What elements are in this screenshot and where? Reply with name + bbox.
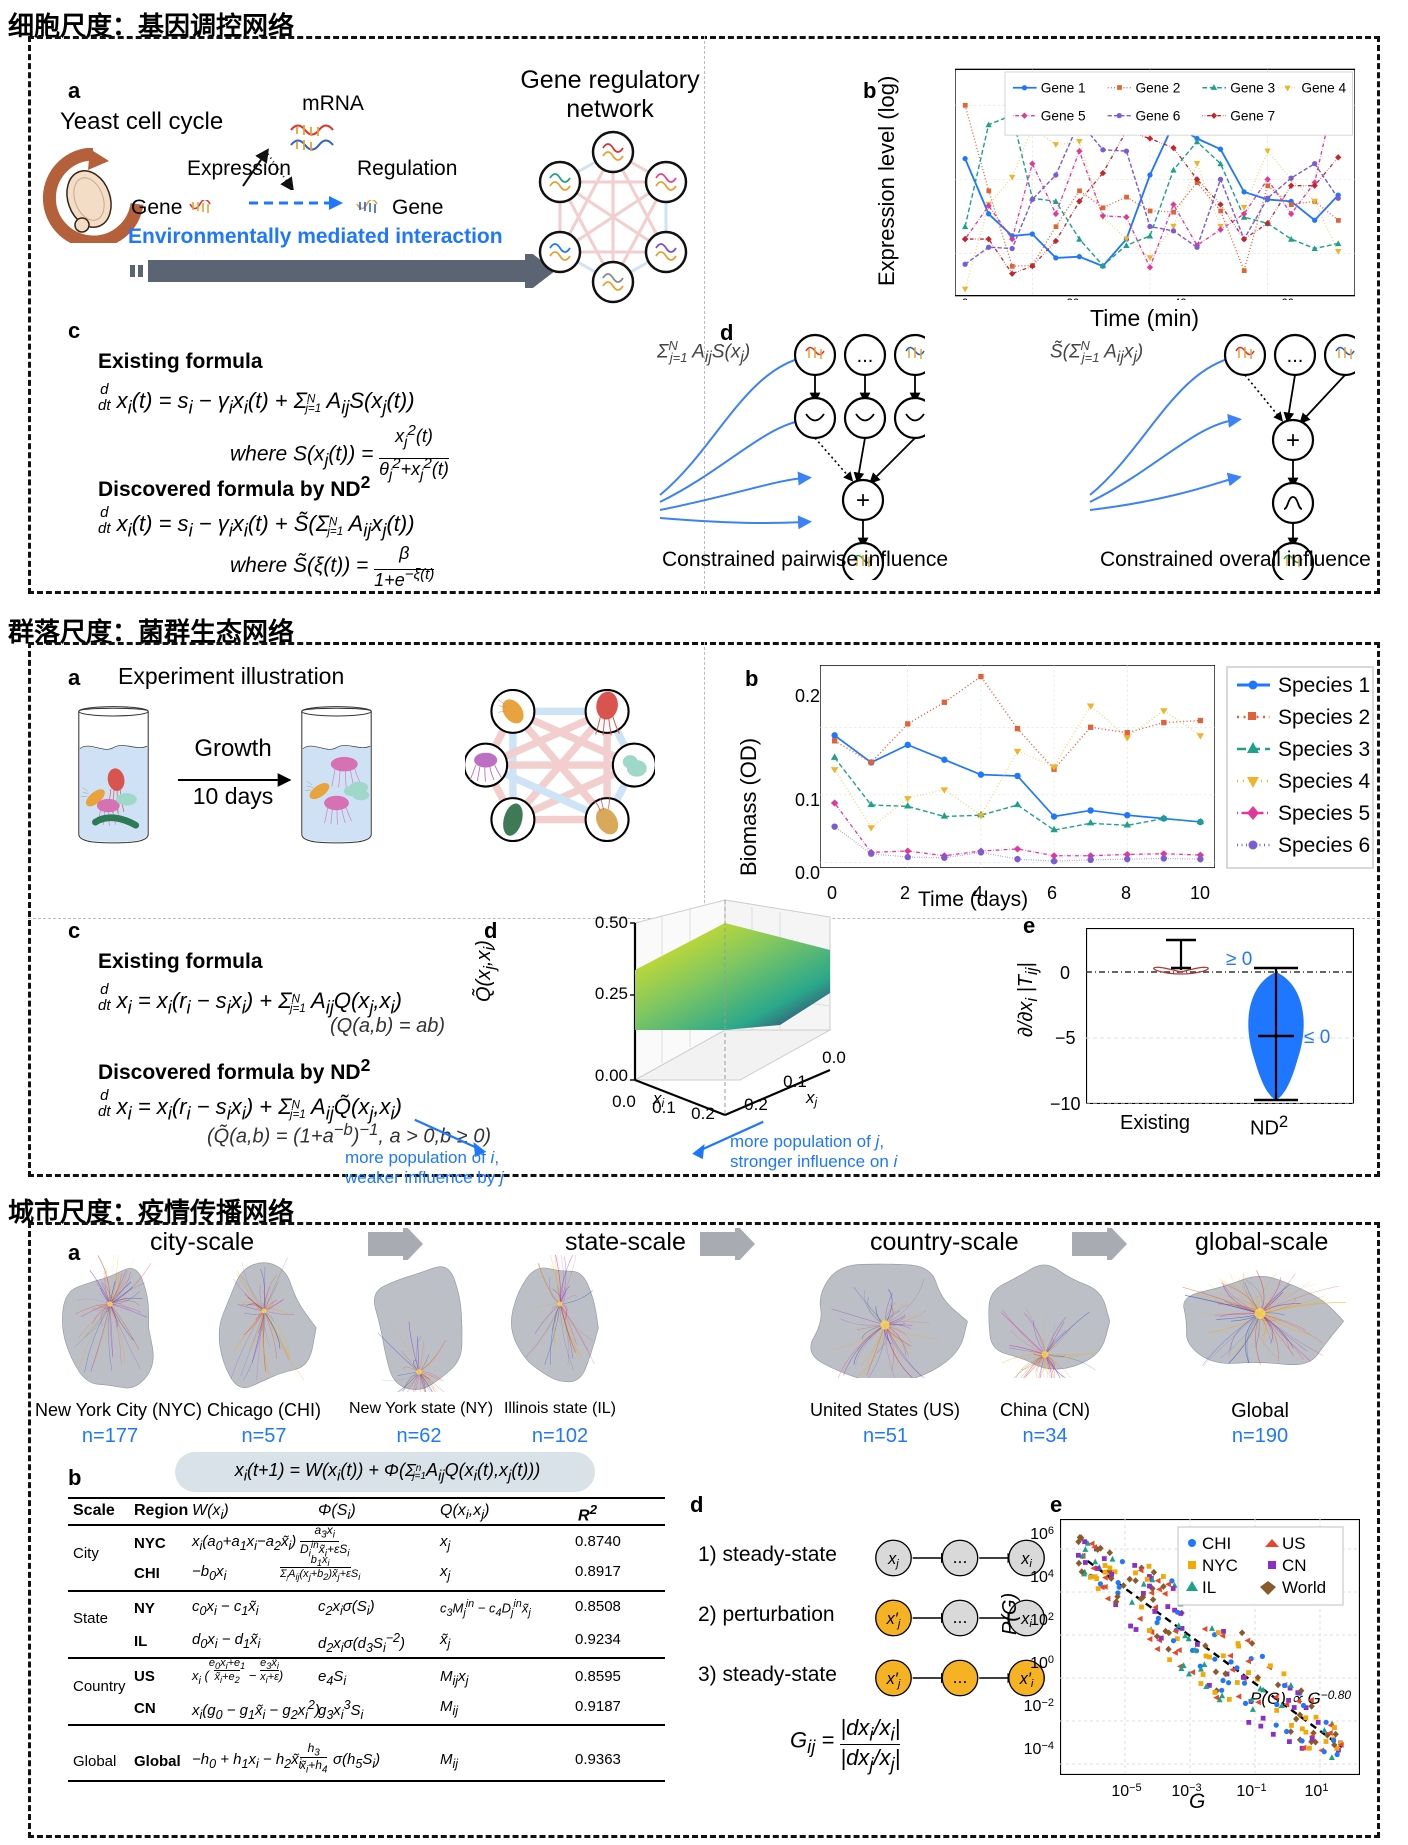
svg-text:World: World bbox=[1282, 1578, 1326, 1597]
svg-text:...: ... bbox=[953, 1547, 968, 1567]
svg-text:Species 5: Species 5 bbox=[1278, 802, 1370, 825]
svg-text:≥ 0: ≥ 0 bbox=[1226, 949, 1252, 970]
svg-text:Species 6: Species 6 bbox=[1278, 834, 1370, 857]
svg-text:...: ... bbox=[857, 345, 874, 367]
svg-text:Species 2: Species 2 bbox=[1278, 706, 1370, 729]
svg-text:0: 0 bbox=[962, 298, 968, 300]
svg-text:40: 40 bbox=[1174, 298, 1187, 300]
svg-text:+: + bbox=[1286, 427, 1300, 454]
svg-text:Species 1: Species 1 bbox=[1278, 674, 1370, 697]
svg-text:0.0: 0.0 bbox=[822, 1048, 846, 1067]
svg-text:20: 20 bbox=[1066, 298, 1079, 300]
svg-text:≤ 0: ≤ 0 bbox=[1304, 1027, 1330, 1048]
svg-text:IL: IL bbox=[1202, 1578, 1216, 1597]
svg-text:US: US bbox=[1282, 1534, 1306, 1553]
svg-text:Gene 4: Gene 4 bbox=[1301, 81, 1346, 96]
svg-text:Gene 2: Gene 2 bbox=[1136, 81, 1181, 96]
svg-text:0.50: 0.50 bbox=[595, 913, 628, 932]
svg-text:Species 4: Species 4 bbox=[1278, 770, 1371, 793]
svg-text:NYC: NYC bbox=[1202, 1556, 1238, 1575]
svg-text:0.00: 0.00 bbox=[595, 1066, 628, 1085]
svg-text:CN: CN bbox=[1282, 1556, 1307, 1575]
svg-text:xi: xi bbox=[652, 1089, 665, 1110]
svg-text:xj: xj bbox=[805, 1088, 818, 1109]
svg-text:Gene 1: Gene 1 bbox=[1041, 81, 1086, 96]
svg-text:Gene 5: Gene 5 bbox=[1041, 108, 1086, 123]
svg-text:0.0: 0.0 bbox=[612, 1092, 636, 1111]
svg-text:0.2: 0.2 bbox=[744, 1095, 768, 1114]
svg-text:0.25: 0.25 bbox=[595, 984, 628, 1003]
svg-text:Species 3: Species 3 bbox=[1278, 738, 1370, 761]
svg-text:...: ... bbox=[953, 1667, 968, 1687]
svg-text:Gene 6: Gene 6 bbox=[1136, 108, 1181, 123]
svg-text:CHI: CHI bbox=[1202, 1534, 1231, 1553]
svg-text:...: ... bbox=[1287, 345, 1304, 367]
svg-text:Gene 7: Gene 7 bbox=[1230, 108, 1275, 123]
svg-text:Gene 3: Gene 3 bbox=[1230, 81, 1275, 96]
svg-text:60: 60 bbox=[1281, 298, 1294, 300]
svg-text:0.1: 0.1 bbox=[783, 1072, 807, 1091]
svg-text:+: + bbox=[856, 487, 870, 514]
svg-text:...: ... bbox=[953, 1607, 968, 1627]
